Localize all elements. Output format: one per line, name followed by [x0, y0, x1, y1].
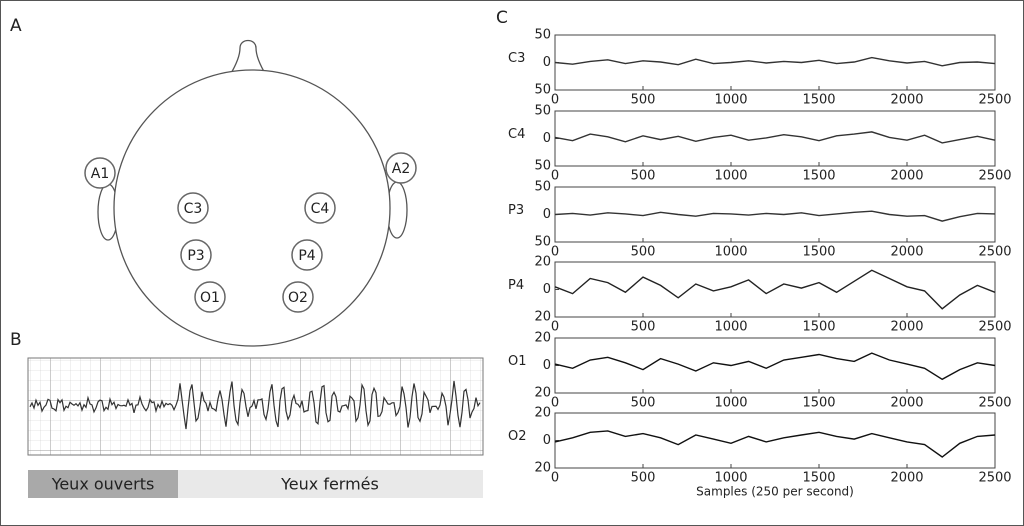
x-tick-label: 500 [631, 169, 656, 184]
channel-label: C4 [508, 127, 525, 142]
x-tick-label: 2500 [978, 169, 1011, 184]
x-tick-label: 1000 [714, 245, 747, 260]
x-tick-label: 0 [551, 396, 559, 411]
panel-label: C [496, 8, 508, 28]
panel-label: B [10, 330, 22, 350]
trace [554, 131, 996, 144]
y-tick-label: 20 [534, 461, 551, 476]
segment-label: Yeux ouverts [51, 475, 155, 494]
x-tick-label: 0 [551, 169, 559, 184]
electrode [177, 192, 209, 224]
segment [178, 470, 483, 498]
eeg-strip: Yeux ouverts Yeux fermés [27, 357, 484, 498]
head [97, 39, 408, 347]
y-tick-label: 0 [543, 207, 551, 222]
channel-label: O1 [508, 354, 527, 369]
x-tick-label: 1000 [714, 93, 747, 108]
x-tick-label: 500 [631, 471, 656, 486]
electrode [194, 281, 226, 313]
x-axis-label: Samples (250 per second) [696, 485, 854, 499]
x-tick-label: 2500 [978, 396, 1011, 411]
x-tick-label: 1000 [714, 169, 747, 184]
y-tick-label: 20 [534, 406, 551, 421]
x-tick-label: 1500 [802, 93, 835, 108]
x-tick-label: 2000 [890, 93, 923, 108]
trace [554, 56, 996, 67]
electrode-label: C3 [184, 201, 203, 217]
y-tick-label: 0 [543, 282, 551, 297]
electrode-label: C4 [311, 201, 330, 217]
x-tick-label: 2000 [890, 320, 923, 335]
electrode [84, 157, 116, 189]
axes-box [554, 337, 996, 394]
x-tick-label: 0 [551, 320, 559, 335]
y-tick-label: 50 [534, 159, 551, 174]
y-tick-label: 20 [534, 331, 551, 346]
channel-label: O2 [508, 429, 527, 444]
y-tick-label: 50 [534, 180, 551, 195]
electrode-label: P4 [298, 248, 315, 264]
electrode [282, 281, 314, 313]
x-tick-label: 500 [631, 396, 656, 411]
channel-label: P3 [508, 203, 524, 218]
x-tick-label: 1000 [714, 396, 747, 411]
y-tick-label: 50 [534, 28, 551, 43]
electrode [385, 152, 417, 184]
x-tick-label: 1000 [714, 320, 747, 335]
segment [28, 470, 178, 498]
x-tick-label: 2500 [978, 93, 1011, 108]
x-tick-label: 1500 [802, 396, 835, 411]
electrode [291, 239, 323, 271]
trace [554, 269, 996, 310]
x-tick-label: 500 [631, 93, 656, 108]
channel-label: P4 [508, 278, 524, 293]
segment-label: Yeux fermés [280, 475, 379, 494]
x-tick-label: 2000 [890, 169, 923, 184]
x-tick-label: 0 [551, 471, 559, 486]
y-tick-label: 20 [534, 255, 551, 270]
electrode-label: A1 [91, 166, 109, 182]
x-tick-label: 2500 [978, 320, 1011, 335]
x-tick-label: 1500 [802, 471, 835, 486]
x-tick-label: 1500 [802, 320, 835, 335]
y-tick-label: 20 [534, 386, 551, 401]
x-tick-label: 2500 [978, 245, 1011, 260]
channel-label: C3 [508, 51, 525, 66]
x-tick-label: 0 [551, 93, 559, 108]
x-tick-label: 0 [551, 245, 559, 260]
y-tick-label: 0 [543, 55, 551, 70]
electrode [304, 192, 336, 224]
electrode [180, 239, 212, 271]
electrode-label: O2 [288, 290, 308, 306]
y-tick-label: 0 [543, 131, 551, 146]
trace [554, 430, 996, 458]
y-tick-label: 0 [543, 358, 551, 373]
y-tick-label: 50 [534, 104, 551, 119]
panel-label: A [10, 16, 22, 36]
x-tick-label: 2500 [978, 471, 1011, 486]
y-tick-label: 0 [543, 433, 551, 448]
axes-box [554, 110, 996, 167]
x-tick-label: 2000 [890, 471, 923, 486]
electrode-label: O1 [200, 290, 220, 306]
y-tick-label: 50 [534, 83, 551, 98]
x-tick-label: 2000 [890, 396, 923, 411]
x-tick-label: 1500 [802, 245, 835, 260]
trace [554, 210, 996, 222]
x-tick-label: 1000 [714, 471, 747, 486]
x-tick-label: 500 [631, 320, 656, 335]
x-tick-label: 500 [631, 245, 656, 260]
y-tick-label: 20 [534, 310, 551, 325]
electrode-label: P3 [187, 248, 204, 264]
y-tick-label: 50 [534, 235, 551, 250]
electrode-label: A2 [392, 161, 410, 177]
x-tick-label: 1500 [802, 169, 835, 184]
x-tick-label: 2000 [890, 245, 923, 260]
trace [554, 352, 996, 381]
